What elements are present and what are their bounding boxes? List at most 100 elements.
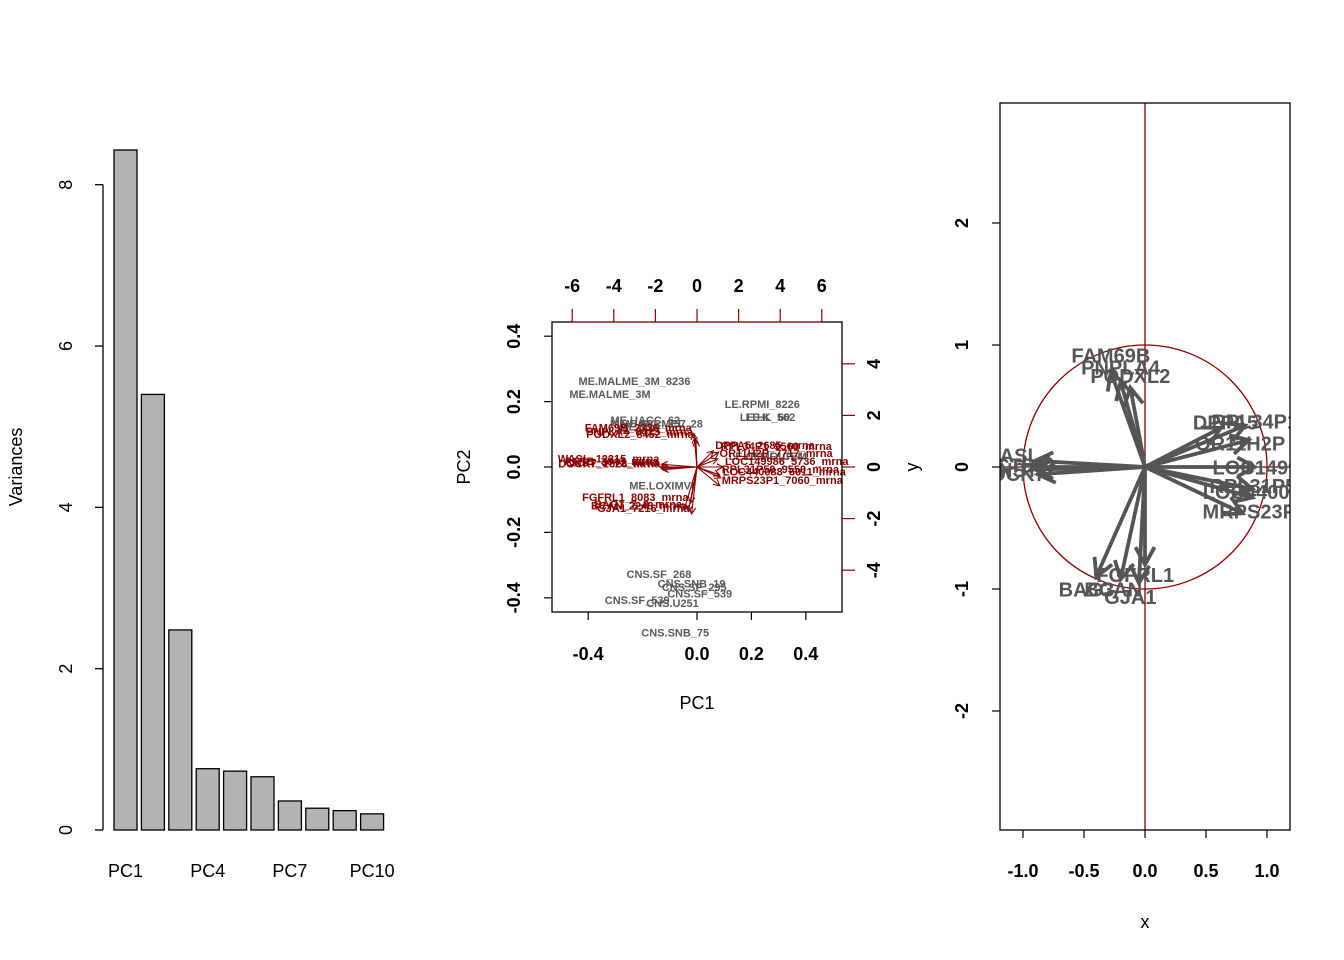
variable-arrow-head	[1232, 482, 1257, 504]
y-tick-label: 4	[56, 502, 76, 512]
top-tick-label: -2	[647, 276, 663, 296]
y-tick-label: 0.0	[504, 454, 524, 479]
observation-label: CNS.SF_295	[662, 582, 727, 594]
y-axis-label: Variances	[6, 428, 26, 507]
right-axis-label: y	[902, 463, 922, 472]
variable-label: GJA1	[1104, 587, 1156, 609]
loading-label: MRPS23P1_7060_mrna	[722, 475, 844, 487]
bar-PC9	[332, 809, 357, 831]
biplot: ME.MALME_3MME.MALME_3M_8236ME.UACC_62ME.…	[454, 276, 922, 713]
y-tick-label: -0.2	[504, 517, 524, 548]
observation-label: ME.UACC_257	[610, 418, 686, 430]
bar-PC4	[195, 768, 220, 831]
loading-arrow	[696, 451, 719, 468]
loading-label: LOC149986_5736_mrna	[725, 456, 849, 468]
variable-arrow	[1144, 465, 1253, 500]
top-tick-label: -6	[564, 276, 580, 296]
loading-arrow	[691, 466, 698, 515]
y-tick-label: 0.2	[504, 389, 524, 414]
y-tick-label: -1	[952, 581, 972, 597]
y-tick-label: 1	[952, 340, 972, 350]
loading-arrow-head	[691, 436, 700, 445]
loading-label: PODXL2_8452_mrna	[586, 429, 694, 441]
x-tick-label: PC10	[350, 861, 395, 881]
loading-label: CNST_3772_mrna	[566, 457, 660, 469]
x-axis-label: PC1	[679, 693, 714, 713]
bar-PC10	[359, 813, 385, 831]
x-tick-label: -0.4	[573, 644, 604, 664]
loading-label: PNPLA4_8423_mrna	[586, 426, 694, 438]
observation-label: ME.MALME_3M_8236	[579, 376, 691, 388]
loading-arrow	[687, 466, 698, 512]
y-axis-label: PC2	[454, 449, 474, 484]
loading-arrow	[696, 466, 722, 479]
bar-PC8	[305, 807, 330, 831]
x-axis-label: x	[1141, 912, 1150, 932]
y-tick-label: 0	[56, 825, 76, 835]
observation-label: LE.RPMI_8226	[725, 399, 800, 411]
loading-label: RPL34P1_9560_mrna	[721, 441, 833, 453]
variable-arrow-head	[1236, 455, 1259, 479]
loading-arrow-head	[685, 504, 694, 513]
observation-label: CNS.U251	[646, 598, 699, 610]
observation-label: LE.MOLT_4	[743, 451, 804, 463]
variable-arrow	[1118, 466, 1147, 580]
observation-label: LE.CCRF_CEM	[729, 451, 807, 463]
loading-arrow-head	[706, 450, 715, 458]
x-tick-label: PC7	[272, 861, 307, 881]
x-tick-label: 0.0	[684, 644, 709, 664]
x-tick-label: 0.4	[793, 644, 818, 664]
y-tick-label: -0.4	[504, 582, 524, 613]
top-tick-label: 0	[692, 276, 702, 296]
y-tick-label: 2	[952, 218, 972, 228]
loading-arrow-head	[692, 439, 700, 447]
variable-arrow-head	[1092, 556, 1114, 581]
right-tick-label: 2	[864, 410, 884, 420]
top-tick-label: 6	[817, 276, 827, 296]
bar-PC2	[140, 393, 166, 831]
bar-PC1	[113, 149, 138, 831]
observation-label: CNS.SNB_75	[641, 628, 709, 640]
loading-label: ACTB_3843_mrna	[564, 456, 659, 468]
right-tick-label: -4	[864, 562, 884, 578]
variable-label: DPPA5	[1193, 413, 1258, 435]
loading-label: WASL_12215_mrna	[558, 453, 660, 465]
variable-label: LOC440088	[1203, 482, 1312, 504]
variable-label: PNPLA4	[1081, 358, 1161, 380]
loading-arrow-head	[716, 463, 725, 471]
observation-label: CNS.SF_268	[627, 569, 692, 581]
observation-label: LE.K_562	[746, 412, 796, 424]
variable-arrow	[1144, 465, 1244, 516]
unit-circle	[1022, 344, 1268, 590]
observation-label: CNS.SF_539	[667, 588, 732, 600]
bar-PC3	[168, 629, 193, 831]
loading-label: DPPA5_2685_mrna	[715, 440, 815, 452]
right-tick-label: 4	[864, 359, 884, 369]
loading-arrow-head	[660, 464, 668, 472]
observation-label: ME.SK_MEL_28	[620, 418, 703, 430]
variable-label: FGFRL1	[1096, 565, 1174, 587]
loading-arrow	[696, 450, 714, 468]
x-tick-label: 0.2	[739, 644, 764, 664]
x-tick-label: PC4	[190, 861, 225, 881]
x-tick-label: PC1	[108, 861, 143, 881]
variable-arrow-head	[1113, 559, 1136, 584]
y-tick-label: -2	[952, 703, 972, 719]
variable-arrow	[1144, 423, 1246, 469]
observation-label: CNS.SF_539	[605, 595, 670, 607]
variable-arrow-head	[1122, 383, 1145, 408]
loading-arrow-head	[711, 451, 720, 459]
y-tick-label: 0	[952, 462, 972, 472]
top-tick-label: -4	[606, 276, 622, 296]
x-tick-label: 1.0	[1254, 861, 1279, 881]
loading-arrow-head	[688, 507, 697, 516]
top-tick-label: 2	[734, 276, 744, 296]
variable-label: PODXL2	[1090, 366, 1170, 388]
y-tick-label: 2	[56, 664, 76, 674]
variable-label: CNST	[984, 460, 1038, 482]
loading-arrow	[695, 440, 698, 468]
variable-label: RPL31P50	[1210, 476, 1308, 498]
variable-label: FAM69B	[1071, 345, 1150, 367]
